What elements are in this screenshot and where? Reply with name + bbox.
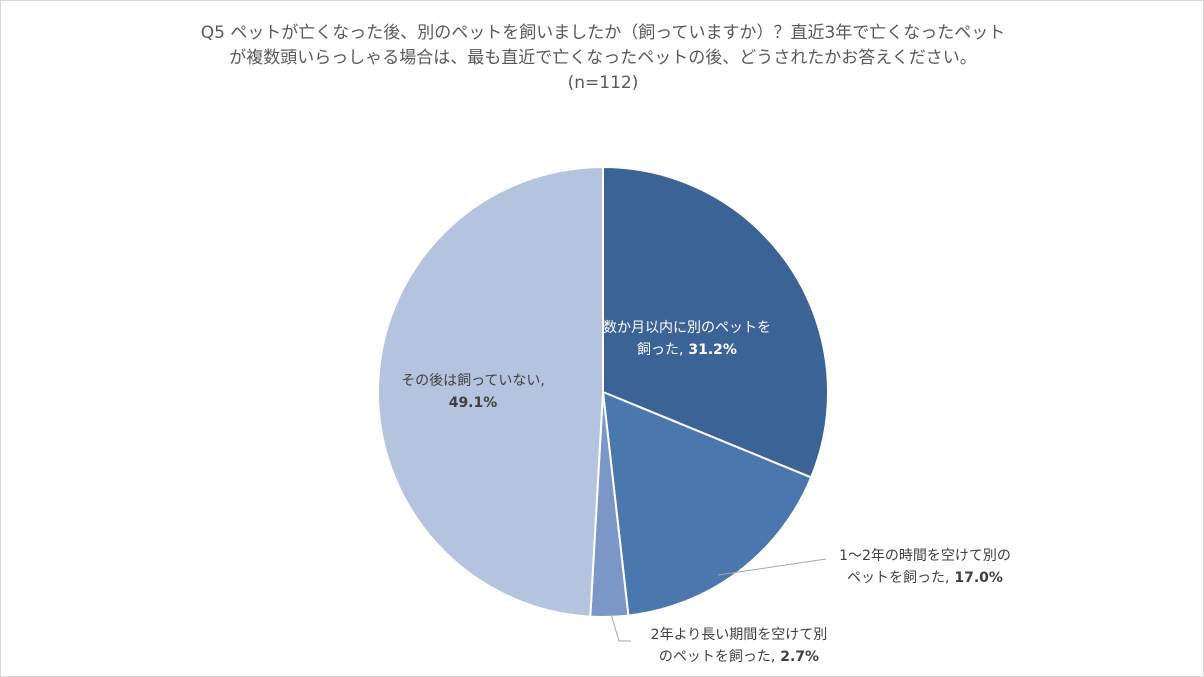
slice-label-line: 1～2年の時間を空けて別の — [839, 548, 1011, 564]
chart-title: Q5 ペットが亡くなった後、別のペットを飼いましたか（飼っていますか）？直近3年… — [61, 21, 1145, 96]
slice-label-line: その後は飼っていない, — [401, 373, 545, 389]
slice-label-line: のペットを飼った, 2.7% — [659, 649, 819, 665]
leader-line-3 — [610, 613, 631, 642]
slice-label-line: 2年より長い期間を空けて別 — [651, 627, 828, 643]
slice-label-4: その後は飼っていない, 49.1% — [401, 373, 545, 411]
chart-title-line-1: Q5 ペットが亡くなった後、別のペットを飼いましたか（飼っていますか）？直近3年… — [200, 23, 1006, 43]
slice-value-label: 49.1% — [449, 395, 498, 411]
leader-line-2 — [717, 558, 827, 576]
slice-value-label: 2.7% — [775, 649, 819, 665]
slice-label-1: 数か月以内に別のペットを飼った, 31.2% — [603, 320, 771, 358]
chart-title-line-2: が複数頭いらっしゃる場合は、最も直近で亡くなったペットの後、どうされたかお答えく… — [229, 48, 977, 68]
slice-label-line: ペットを飼った, 17.0% — [847, 570, 1003, 586]
slice-label-line: 数か月以内に別のペットを — [603, 320, 771, 336]
slice-label-2: 1～2年の時間を空けて別のペットを飼った, 17.0% — [839, 548, 1011, 586]
slice-value-label: 17.0% — [950, 570, 1003, 586]
pie-slice-1 — [602, 165, 829, 479]
slice-value-label: 31.2% — [684, 342, 737, 358]
slice-label-line: 飼った, 31.2% — [637, 342, 737, 358]
slice-label-3: 2年より長い期間を空けて別のペットを飼った, 2.7% — [651, 627, 828, 665]
chart-title-line-3: (n=112) — [567, 73, 639, 93]
pie-slice-4 — [377, 165, 604, 618]
